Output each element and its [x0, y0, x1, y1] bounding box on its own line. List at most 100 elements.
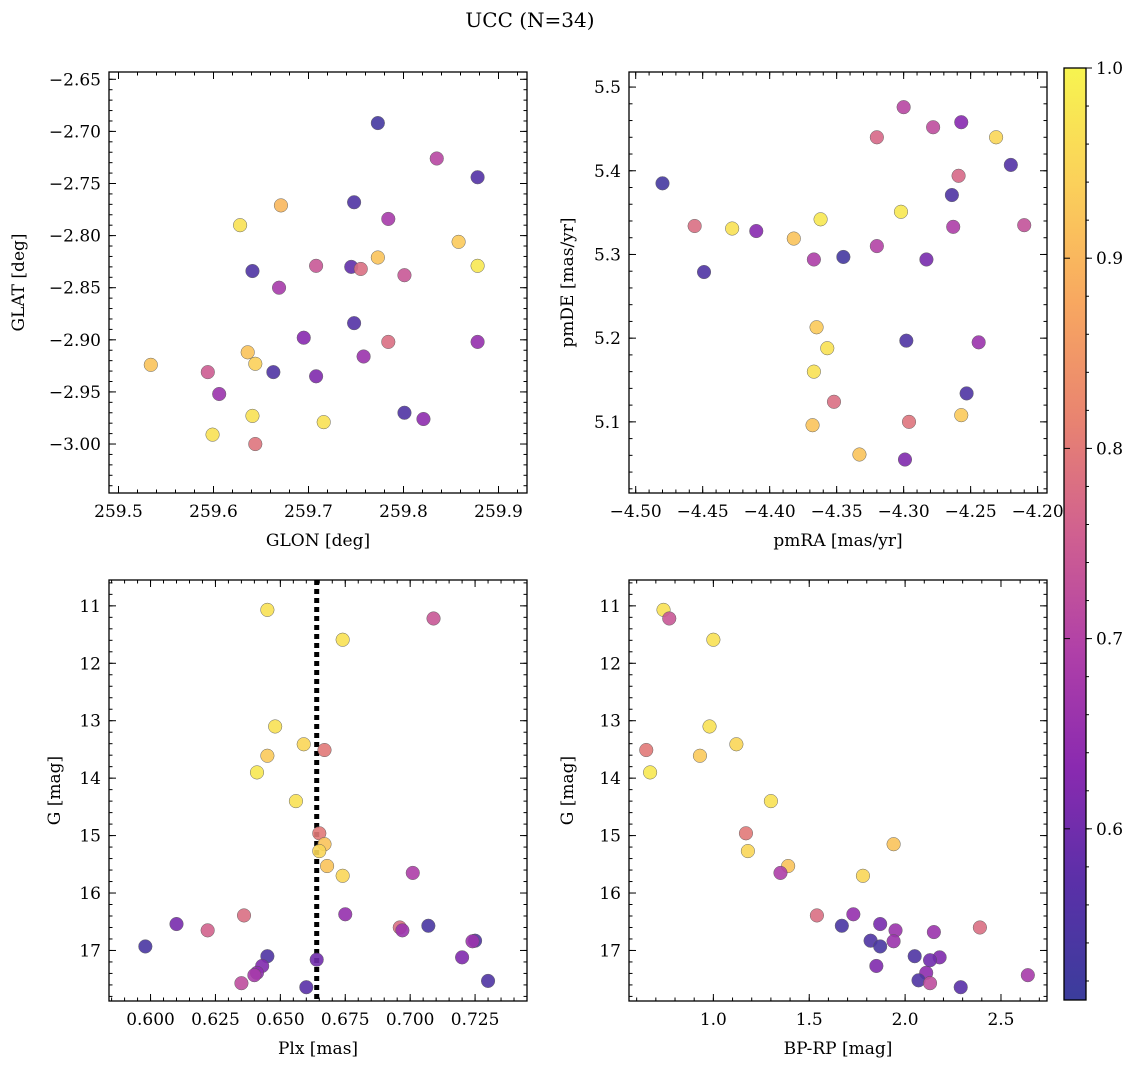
- y-tick-label: 16: [599, 884, 621, 904]
- data-point: [826, 394, 842, 409]
- y-tick-label: −2.80: [49, 227, 101, 247]
- y-tick-label: −2.95: [49, 383, 101, 403]
- panel-glon_glat: 259.5 259.6 259.7 259.8 259.9 −2.65 −2.70 −2.75…: [9, 70, 528, 551]
- x-tick-label: 0.675: [321, 1010, 370, 1030]
- data-point: [353, 261, 368, 277]
- x-tick-label: 259.5: [94, 502, 143, 522]
- data-point: [397, 268, 412, 283]
- data-point: [143, 357, 158, 372]
- x-tick-label: 0.700: [386, 1010, 435, 1030]
- data-point: [639, 742, 654, 758]
- data-point: [886, 934, 901, 949]
- data-point: [347, 195, 362, 210]
- data-point: [347, 316, 362, 331]
- data-point: [312, 844, 327, 859]
- data-point: [786, 231, 801, 246]
- y-tick-label: −2.90: [49, 331, 101, 351]
- y-tick-label: −2.70: [49, 122, 101, 142]
- y-tick-label: −2.85: [49, 279, 101, 299]
- data-point: [926, 925, 941, 940]
- y-tick-label: 5.5: [594, 78, 621, 98]
- data-point: [309, 369, 324, 384]
- data-point: [240, 345, 255, 360]
- y-tick-label: 11: [79, 597, 101, 617]
- x-tick-label: 2.5: [987, 1010, 1014, 1030]
- data-point: [320, 858, 335, 874]
- data-point: [397, 405, 412, 420]
- data-point: [809, 320, 824, 335]
- data-point: [245, 408, 260, 423]
- data-point: [813, 212, 828, 227]
- data-point: [200, 923, 215, 938]
- data-point: [370, 116, 385, 131]
- y-tick-label: 15: [599, 827, 621, 847]
- colorbar-tick-label: 0.7: [1096, 630, 1123, 650]
- data-point: [763, 794, 778, 809]
- panel-cmd_plx: 0.600 0.625 0.650 0.675 0.700 0.725 11 12 13 14 15…: [45, 579, 528, 1059]
- x-tick-label: 259.8: [379, 502, 428, 522]
- data-point: [662, 611, 677, 626]
- axes-frame: [628, 71, 1048, 494]
- data-point: [260, 602, 275, 617]
- data-point: [926, 120, 941, 135]
- data-point: [643, 765, 658, 780]
- x-tick-label: −4.20: [1012, 502, 1064, 522]
- data-point: [266, 365, 281, 380]
- data-point: [696, 264, 712, 280]
- data-point: [233, 218, 248, 233]
- x-tick-label: −4.35: [811, 502, 863, 522]
- plot-area: [138, 580, 496, 1001]
- data-point: [897, 452, 913, 467]
- data-point: [655, 176, 670, 191]
- data-point: [234, 976, 249, 991]
- data-point: [901, 414, 917, 429]
- panels: 259.5 259.6 259.7 259.8 259.9 −2.65 −2.70 −2.75…: [9, 70, 1064, 1059]
- y-tick-label: 12: [79, 654, 101, 674]
- data-point: [919, 252, 934, 267]
- data-point: [465, 934, 480, 949]
- data-point: [169, 916, 184, 932]
- data-point: [416, 411, 431, 427]
- x-axis-label: pmRA [mas/yr]: [773, 531, 902, 551]
- axes-frame: [628, 579, 1048, 1002]
- x-tick-label: 0.625: [191, 1010, 240, 1030]
- y-tick-label: 14: [599, 769, 621, 789]
- y-tick-label: −2.75: [49, 175, 101, 195]
- plot-area: [639, 602, 1035, 995]
- data-point: [296, 737, 311, 752]
- y-tick-label: 5.3: [594, 245, 621, 265]
- data-point: [236, 908, 252, 923]
- data-point: [946, 219, 961, 234]
- x-axis-label: BP-RP [mag]: [784, 1039, 893, 1059]
- data-point: [855, 868, 870, 883]
- x-tick-label: 0.600: [126, 1010, 175, 1030]
- data-point: [481, 973, 496, 988]
- data-point: [248, 436, 263, 452]
- data-point: [470, 170, 485, 185]
- x-tick-label: 259.7: [284, 502, 333, 522]
- data-point: [953, 980, 968, 995]
- x-tick-label: −4.25: [945, 502, 997, 522]
- data-point: [729, 737, 744, 752]
- y-tick-label: 11: [599, 597, 621, 617]
- data-point: [470, 334, 485, 349]
- data-point: [852, 447, 867, 462]
- axes-frame: [108, 71, 528, 494]
- data-point: [749, 223, 764, 239]
- data-point: [381, 334, 396, 349]
- data-point: [1003, 157, 1018, 172]
- data-point: [954, 115, 969, 130]
- data-point: [335, 632, 350, 647]
- colorbar-tick-label: 0.6: [1096, 820, 1123, 840]
- data-point: [381, 211, 396, 226]
- y-tick-label: 17: [599, 941, 621, 961]
- data-point: [820, 341, 835, 356]
- data-point: [200, 365, 215, 380]
- data-point: [692, 748, 707, 763]
- data-point: [249, 765, 265, 780]
- data-point: [886, 837, 901, 852]
- y-tick-label: 5.1: [594, 413, 621, 433]
- data-point: [687, 218, 702, 234]
- x-tick-label: 1.0: [700, 1010, 727, 1030]
- data-point: [944, 187, 959, 203]
